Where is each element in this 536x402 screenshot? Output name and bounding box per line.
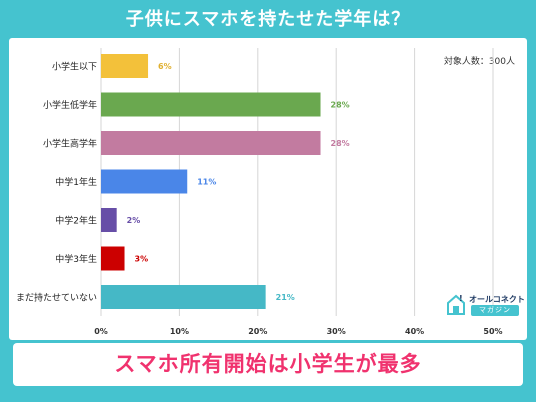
bar	[101, 169, 188, 194]
bar-chart: 0% 10% 20% 30% 40% 50% 小学生以下 6% 小学生低学年 28% 小学生高学年 2…	[16, 48, 503, 336]
category-label: 小学生以下	[52, 61, 97, 73]
chart-title: 子供にスマホを持たせた学年は？	[125, 9, 411, 30]
x-tick-label: 0%	[94, 327, 108, 336]
bar	[101, 54, 149, 78]
category-label: 中学3年生	[55, 253, 97, 265]
data-label: 28%	[331, 101, 350, 110]
bar	[101, 285, 266, 309]
category-label: 小学生高学年	[43, 138, 97, 150]
data-label: 21%	[276, 293, 295, 302]
x-tick-label: 50%	[483, 327, 502, 336]
conclusion-text: スマホ所有開始は小学生が最多	[114, 352, 422, 376]
data-label: 6%	[158, 62, 172, 71]
bar	[101, 208, 117, 232]
x-tick-label: 10%	[170, 327, 189, 336]
category-label: 小学生低学年	[43, 99, 97, 111]
x-tick-label: 30%	[327, 327, 346, 336]
category-label: まだ持たせていない	[16, 292, 97, 304]
x-tick-label: 40%	[405, 327, 424, 336]
house-icon: !	[447, 294, 465, 315]
data-label: 11%	[197, 178, 216, 187]
svg-text:!: !	[459, 294, 463, 303]
chart-panel: 対象人数：300人 0% 10% 20% 30% 40% 50% 小学生以下 6% 小学生低学年…	[9, 38, 527, 340]
data-label: 2%	[127, 216, 141, 225]
brand-logo: ! オールコネクト マガジン	[445, 292, 525, 318]
conclusion-banner: スマホ所有開始は小学生が最多	[13, 343, 523, 386]
x-tick-label: 20%	[248, 327, 267, 336]
data-label: 3%	[135, 255, 149, 264]
data-label: 28%	[331, 139, 350, 148]
category-label: 中学2年生	[55, 215, 97, 227]
bar	[101, 131, 321, 155]
brand-sub: マガジン	[471, 305, 519, 316]
sample-size-note: 対象人数：300人	[443, 57, 515, 67]
bar	[101, 92, 321, 117]
brand-name: オールコネクト	[469, 295, 525, 304]
category-label: 中学1年生	[55, 176, 97, 188]
bar	[101, 246, 125, 271]
